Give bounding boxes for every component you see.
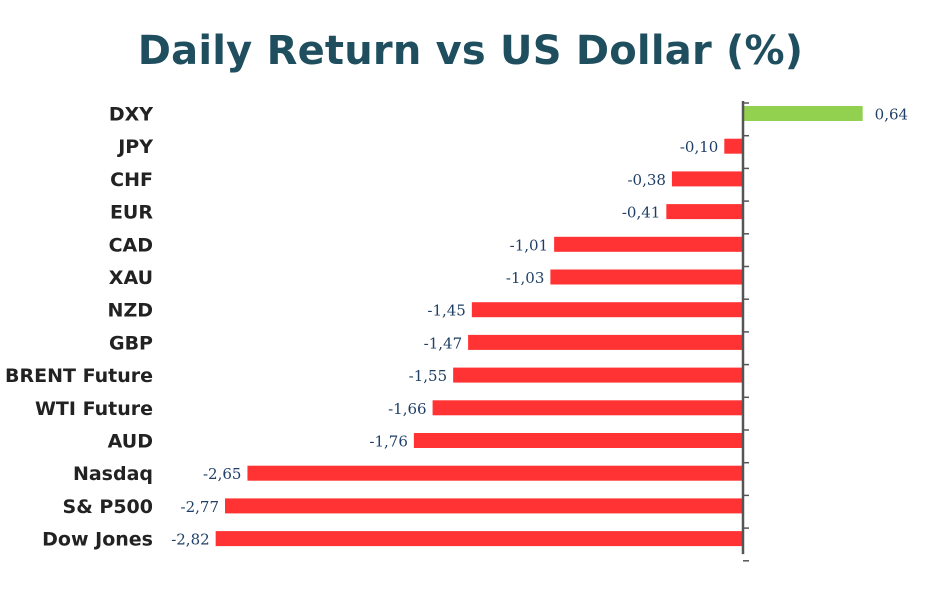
category-label-jpy: JPY: [116, 136, 153, 158]
category-label-cad: CAD: [109, 234, 153, 256]
category-label-chf: CHF: [110, 169, 153, 191]
data-label-nasdaq: -2,65: [203, 465, 241, 483]
bar-nasdaq: [247, 465, 743, 481]
category-label-brent-future: BRENT Future: [5, 365, 153, 387]
category-label-eur: EUR: [110, 202, 153, 224]
category-labels: DXY JPY CHF EUR CAD XAU NZD GBP BRENT Future WTI …: [5, 104, 153, 551]
bar-eur: [666, 204, 743, 220]
chart-title: Daily Return vs US Dollar (%): [137, 28, 804, 74]
bar-aud: [413, 433, 743, 448]
data-label-wti-future: -1,66: [388, 400, 426, 418]
data-label-dow-jones: -2,82: [171, 531, 209, 549]
bar-wti-future: [432, 400, 743, 416]
value-axis: [741, 101, 749, 562]
data-label-chf: -0,38: [627, 171, 665, 189]
category-label-wti-future: WTI Future: [35, 398, 153, 420]
data-label-xau: -1,03: [506, 269, 544, 287]
bar-xau: [550, 269, 743, 285]
category-label-nasdaq: Nasdaq: [73, 463, 153, 485]
data-label-aud: -1,76: [369, 433, 407, 451]
bar-jpy: [724, 138, 743, 154]
data-label-cad: -1,01: [510, 236, 548, 254]
category-label-dxy: DXY: [109, 104, 153, 126]
data-label-nzd: -1,45: [427, 302, 465, 320]
data-labels: 0,64 -0,10 -0,38 -0,41 -1,01 -1,03 -1,45 -1,47 -…: [171, 106, 908, 549]
category-label-nzd: NZD: [108, 300, 153, 322]
bar-s-p500: [225, 498, 743, 514]
bar-dxy: [743, 106, 863, 121]
bar-chf: [671, 171, 743, 187]
category-label-dow-jones: Dow Jones: [42, 529, 153, 551]
category-label-gbp: GBP: [109, 332, 153, 354]
bar-cad: [554, 236, 743, 252]
bar-nzd: [471, 302, 743, 318]
bar-dow-jones: [215, 531, 743, 547]
data-label-s-p500: -2,77: [181, 498, 219, 516]
data-label-brent-future: -1,55: [409, 367, 447, 385]
data-label-jpy: -0,10: [680, 138, 718, 156]
bar-brent-future: [453, 367, 743, 383]
bar-gbp: [468, 334, 743, 350]
data-label-eur: -0,41: [622, 204, 660, 222]
data-label-gbp: -1,47: [424, 334, 462, 352]
bars-group: [215, 106, 863, 547]
category-label-s-p500: S& P500: [63, 496, 153, 518]
category-label-xau: XAU: [109, 267, 153, 289]
category-label-aud: AUD: [108, 431, 153, 453]
data-label-dxy: 0,64: [875, 106, 908, 124]
